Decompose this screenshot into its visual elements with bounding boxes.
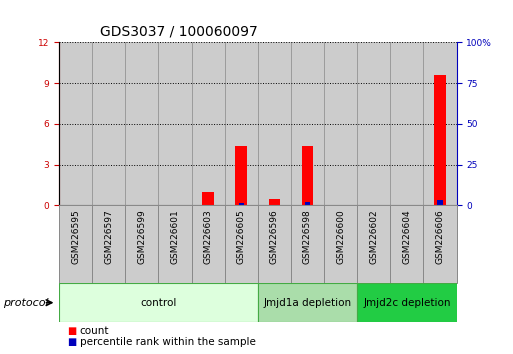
Bar <box>59 283 258 322</box>
Bar <box>258 283 357 322</box>
Text: GSM226595: GSM226595 <box>71 209 80 264</box>
Bar <box>423 205 457 283</box>
Bar <box>92 205 125 283</box>
Text: control: control <box>140 298 176 308</box>
Text: GSM226599: GSM226599 <box>137 209 146 264</box>
Bar <box>159 205 191 283</box>
Text: GDS3037 / 100060097: GDS3037 / 100060097 <box>100 25 258 39</box>
Bar <box>191 42 225 205</box>
Bar <box>324 42 357 205</box>
Bar <box>235 145 247 205</box>
Text: ■: ■ <box>67 326 76 336</box>
Text: GSM226601: GSM226601 <box>170 209 180 264</box>
Text: GSM226600: GSM226600 <box>336 209 345 264</box>
Bar <box>268 199 280 205</box>
Text: GSM226606: GSM226606 <box>436 209 444 264</box>
Text: protocol: protocol <box>3 298 48 308</box>
Text: GSM226598: GSM226598 <box>303 209 312 264</box>
Text: GSM226596: GSM226596 <box>270 209 279 264</box>
Text: Jmjd1a depletion: Jmjd1a depletion <box>263 298 351 308</box>
Bar <box>291 42 324 205</box>
Bar <box>423 42 457 205</box>
Bar <box>258 42 291 205</box>
Bar <box>438 200 443 205</box>
Text: GSM226604: GSM226604 <box>402 209 411 264</box>
Bar <box>324 205 357 283</box>
Text: GSM226603: GSM226603 <box>204 209 212 264</box>
Text: GSM226605: GSM226605 <box>236 209 246 264</box>
Bar <box>159 42 191 205</box>
Bar <box>225 205 258 283</box>
Bar <box>92 42 125 205</box>
Text: ■: ■ <box>67 337 76 347</box>
Text: GSM226602: GSM226602 <box>369 209 378 264</box>
Text: count: count <box>80 326 109 336</box>
Bar <box>59 42 92 205</box>
Bar <box>390 205 423 283</box>
Bar <box>191 205 225 283</box>
Text: Jmjd2c depletion: Jmjd2c depletion <box>363 298 450 308</box>
Bar <box>305 202 310 205</box>
Text: GSM226597: GSM226597 <box>104 209 113 264</box>
Bar <box>390 42 423 205</box>
Bar <box>302 145 313 205</box>
Bar <box>202 192 214 205</box>
Bar <box>125 205 159 283</box>
Bar <box>258 205 291 283</box>
Bar <box>291 205 324 283</box>
Bar <box>225 42 258 205</box>
Bar <box>357 283 457 322</box>
Bar <box>434 75 446 205</box>
Bar <box>357 42 390 205</box>
Bar <box>357 205 390 283</box>
Text: percentile rank within the sample: percentile rank within the sample <box>80 337 255 347</box>
Bar <box>125 42 159 205</box>
Bar <box>239 203 244 205</box>
Bar <box>59 205 92 283</box>
